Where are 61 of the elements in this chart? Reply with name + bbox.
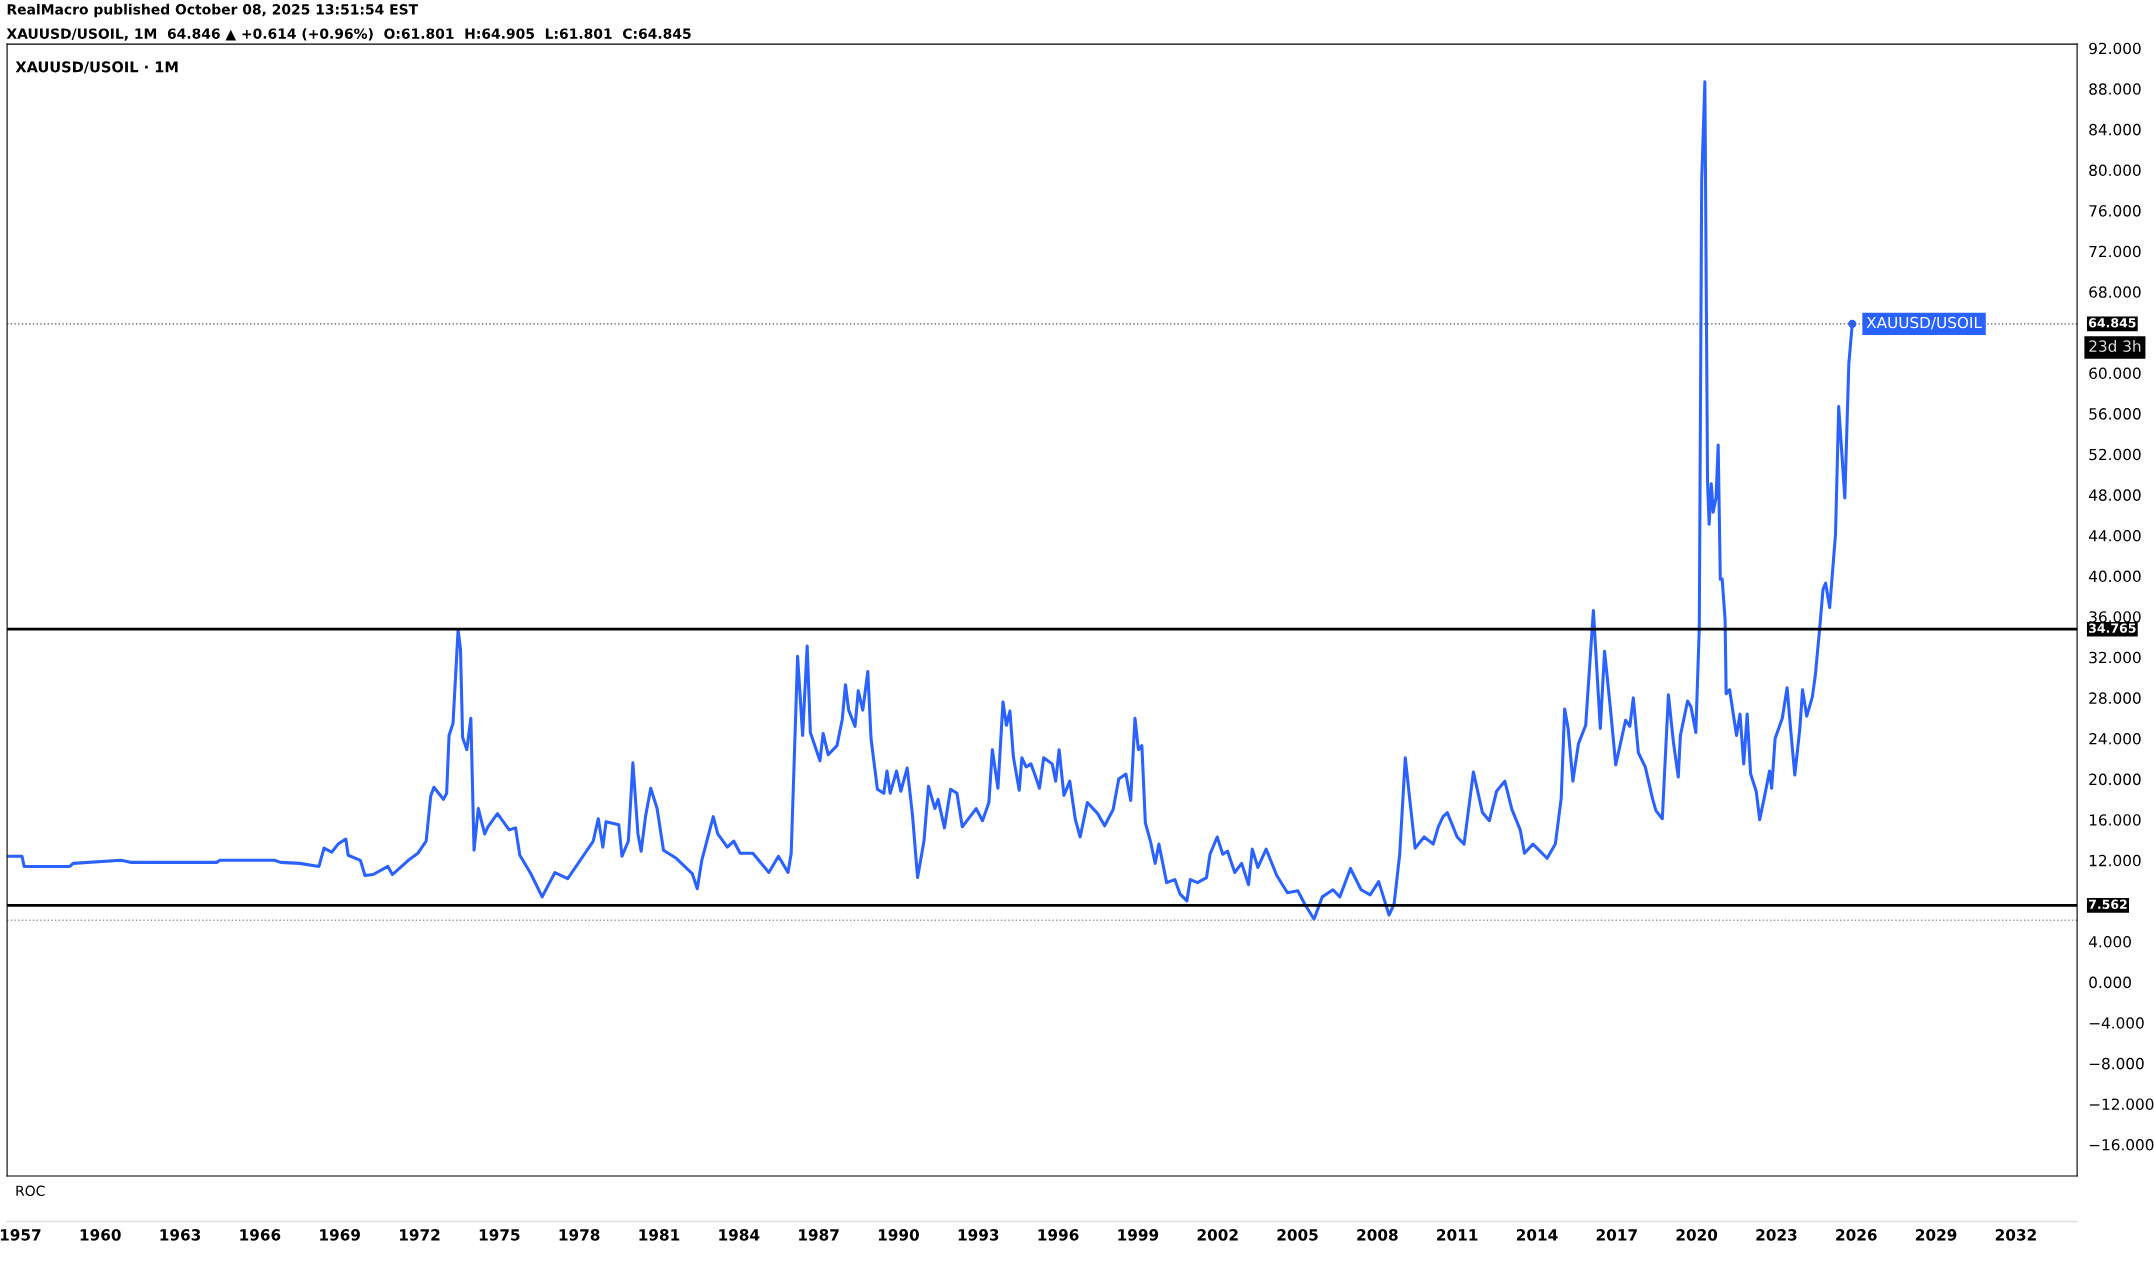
y-tick-label: 84.000 (2089, 123, 2141, 136)
ref-line-label: 34.765 (2089, 623, 2136, 633)
y-tick-label: 24.000 (2089, 732, 2141, 745)
text: XAUUSD/USOIL, 1M 64.846 ▲ +0.614 (+0.96%) O:61.801 H:64.905 L:61.801 C:64.845 (6, 28, 691, 41)
y-tick-label: 36.000 (2089, 611, 2141, 623)
x-tick-label: 2014 (1516, 1229, 1558, 1241)
x-tick-label: 2026 (1836, 1229, 1877, 1241)
x-tick-label: 1981 (639, 1229, 680, 1241)
y-tick-label: 60.000 (2089, 367, 2141, 380)
text: 23d 3h (2089, 340, 2141, 352)
ref-line-label: 64.845 (2088, 318, 2136, 328)
x-tick-label: 1996 (1038, 1229, 1079, 1241)
y-tick-label: 92.000 (2089, 42, 2141, 55)
x-tick-label: 1978 (559, 1229, 600, 1241)
x-tick-label: 1975 (479, 1229, 520, 1241)
x-tick-label: 2032 (1995, 1229, 2036, 1241)
series-label: XAUUSD/USOIL (1866, 316, 1982, 330)
y-tick-label: 80.000 (2089, 164, 2141, 177)
text: ROC (16, 1185, 45, 1197)
y-tick-label: 16.000 (2089, 814, 2141, 826)
x-tick-label: 1969 (320, 1229, 360, 1241)
x-tick-label: 2005 (1277, 1229, 1318, 1241)
x-tick-label: 2008 (1357, 1229, 1398, 1241)
y-tick-label: 28.000 (2089, 692, 2141, 704)
y-tick-label: 12.000 (2089, 854, 2141, 867)
x-tick-label: 2011 (1437, 1229, 1478, 1241)
y-tick-label: −16.000 (2089, 1139, 2154, 1151)
x-tick-label: 2002 (1197, 1229, 1238, 1241)
x-tick-label: 1984 (719, 1229, 760, 1241)
x-tick-label: 2023 (1756, 1229, 1797, 1241)
y-tick-label: −4.000 (2089, 1017, 2144, 1029)
y-tick-label: 0.000 (2089, 976, 2131, 989)
y-tick-label: 68.000 (2089, 286, 2141, 298)
text: RealMacro published October 08, 2025 13:51:54 EST (7, 3, 419, 18)
x-tick-label: 1990 (878, 1229, 919, 1241)
y-tick-label: −8.000 (2089, 1057, 2144, 1070)
x-tick-label: 1963 (160, 1229, 201, 1241)
x-tick-label: 2020 (1676, 1229, 1718, 1241)
y-tick-label: 88.000 (2089, 83, 2141, 95)
y-tick-label: 32.000 (2089, 651, 2141, 664)
y-tick-label: 20.000 (2089, 773, 2141, 786)
y-tick-label: 40.000 (2088, 570, 2141, 583)
x-tick-label: 1987 (799, 1229, 839, 1241)
y-tick-label: 52.000 (2089, 448, 2141, 461)
x-tick-label: 1960 (80, 1229, 121, 1241)
y-tick-label: 72.000 (2089, 245, 2141, 258)
y-tick-label: −12.000 (2089, 1098, 2154, 1110)
x-tick-label: 1966 (240, 1229, 281, 1241)
x-tick-label: 2017 (1596, 1229, 1637, 1241)
ref-line-label: 7.562 (2089, 899, 2127, 909)
x-tick-label: 1972 (399, 1229, 440, 1241)
y-tick-label: 56.000 (2089, 408, 2141, 420)
x-tick-label: 1999 (1118, 1229, 1159, 1241)
text: XAUUSD/USOIL · 1M (15, 61, 178, 74)
x-tick-label: 1993 (958, 1229, 999, 1241)
y-tick-label: 76.000 (2089, 205, 2141, 217)
x-tick-label: 2029 (1916, 1229, 1957, 1241)
y-tick-label: 4.000 (2088, 936, 2131, 948)
y-tick-label: 48.000 (2088, 489, 2141, 501)
x-tick-label: 1957 (0, 1229, 41, 1241)
y-tick-label: 44.000 (2088, 529, 2141, 542)
